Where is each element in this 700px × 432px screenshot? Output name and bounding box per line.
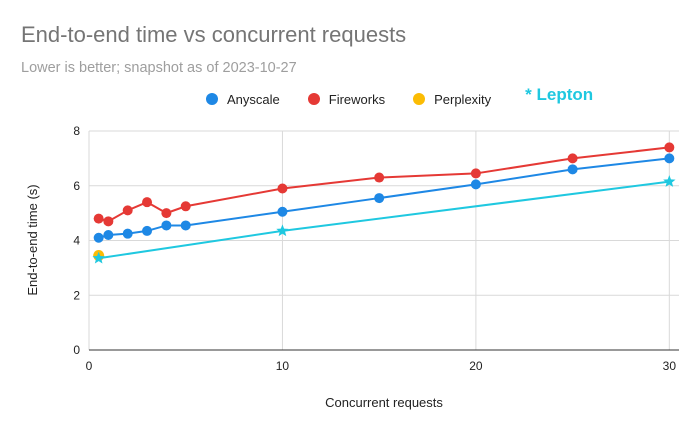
x-tick-20: 20 <box>469 359 483 373</box>
point-anyscale-8 <box>470 179 481 190</box>
point-lepton-2 <box>663 175 676 187</box>
y-tick-6: 6 <box>73 179 80 193</box>
chart-title: End-to-end time vs concurrent requests <box>21 22 407 47</box>
point-fireworks-4 <box>161 208 172 219</box>
gridlines <box>88 130 679 351</box>
y-axis-title: End-to-end time (s) <box>25 184 40 295</box>
legend-item-perplexity: Perplexity <box>413 92 491 107</box>
legend-label-perplexity: Perplexity <box>434 91 492 107</box>
legend-item-fireworks: Fireworks <box>307 91 386 107</box>
series-anyscale <box>93 153 675 243</box>
point-anyscale-10 <box>664 153 675 164</box>
series-fireworks <box>93 142 675 227</box>
y-tick-0: 0 <box>73 343 80 357</box>
legend-label-anyscale: Anyscale <box>227 91 280 107</box>
series-group <box>92 142 676 264</box>
series-lepton <box>92 175 676 264</box>
y-tick-4: 4 <box>73 234 80 248</box>
point-anyscale-2 <box>122 228 133 239</box>
legend-label-lepton: * Lepton <box>525 85 594 104</box>
legend-item-lepton: * Lepton <box>525 85 593 105</box>
point-anyscale-6 <box>277 206 288 217</box>
legend: Anyscale Fireworks Perplexity * Lepton <box>206 85 593 110</box>
point-anyscale-4 <box>161 220 172 231</box>
point-anyscale-1 <box>103 230 114 241</box>
point-fireworks-3 <box>142 197 153 208</box>
point-anyscale-7 <box>374 193 385 204</box>
point-fireworks-1 <box>103 216 114 227</box>
y-tick-8: 8 <box>73 124 80 138</box>
y-tick-2: 2 <box>73 288 80 302</box>
point-anyscale-3 <box>142 225 153 236</box>
legend-marker-anyscale <box>206 93 218 105</box>
point-anyscale-0 <box>93 232 104 243</box>
point-anyscale-9 <box>567 164 578 175</box>
point-anyscale-5 <box>180 220 191 231</box>
point-lepton-0 <box>92 251 105 264</box>
point-fireworks-5 <box>180 201 191 212</box>
series-line-lepton <box>98 180 670 260</box>
point-fireworks-9 <box>567 153 578 164</box>
legend-marker-fireworks <box>307 93 320 105</box>
point-fireworks-7 <box>374 172 385 183</box>
legend-marker-perplexity <box>413 93 426 105</box>
x-tick-30: 30 <box>663 359 677 373</box>
point-fireworks-0 <box>93 213 104 224</box>
y-tick-labels: 0 2 4 6 8 <box>73 124 80 357</box>
point-fireworks-2 <box>122 205 133 216</box>
legend-item-anyscale: Anyscale <box>206 92 280 107</box>
x-axis-title: Concurrent requests <box>325 395 443 410</box>
point-fireworks-10 <box>664 142 675 153</box>
legend-label-fireworks: Fireworks <box>328 91 386 107</box>
chart-subtitle: Lower is better; snapshot as of 2023-10-… <box>21 60 297 76</box>
point-fireworks-8 <box>470 168 481 179</box>
point-lepton-1 <box>276 224 289 237</box>
x-tick-labels: 0 10 20 30 <box>86 359 677 373</box>
x-tick-0: 0 <box>86 359 93 373</box>
point-fireworks-6 <box>277 183 288 194</box>
x-tick-10: 10 <box>276 359 290 373</box>
